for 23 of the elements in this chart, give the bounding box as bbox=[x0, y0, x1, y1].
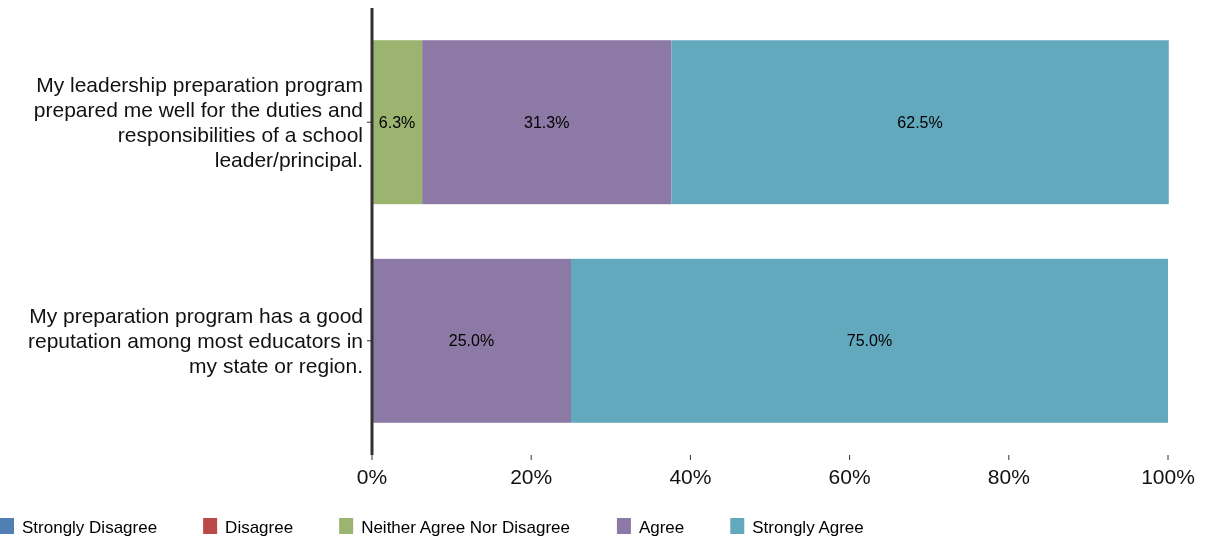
x-tick-label: 40% bbox=[669, 465, 712, 489]
y-tick-label: My preparation program has a good reputation among most educators in my state or region. bbox=[27, 304, 363, 378]
bar bbox=[372, 40, 423, 205]
x-tick-label: 0% bbox=[356, 465, 388, 489]
legend-label: Strongly Agree bbox=[752, 517, 864, 537]
data-label: 31.3% bbox=[524, 113, 570, 131]
legend-label: Agree bbox=[638, 517, 685, 537]
y-tick-label: My leadership preparation program prepared me well for the duties and responsibilities of a school leader/principal. bbox=[33, 73, 363, 172]
x-tick-label: 20% bbox=[510, 465, 553, 489]
legend-label: Neither Agree Nor Disagree bbox=[361, 517, 570, 537]
data-label: 75.0% bbox=[846, 332, 893, 350]
data-label: 25.0% bbox=[448, 332, 495, 350]
bar bbox=[372, 258, 571, 423]
legend-label: Disagree bbox=[225, 517, 294, 537]
bar bbox=[422, 40, 672, 205]
legend-label: Strongly Disagree bbox=[22, 517, 158, 537]
bar bbox=[671, 40, 1169, 205]
x-tick-label: 80% bbox=[987, 465, 1030, 489]
x-tick-label: 100% bbox=[1141, 465, 1195, 489]
data-label: 62.5% bbox=[897, 113, 943, 131]
data-label: 6.3% bbox=[378, 113, 416, 131]
x-tick-label: 60% bbox=[828, 465, 871, 489]
bar bbox=[571, 258, 1168, 423]
